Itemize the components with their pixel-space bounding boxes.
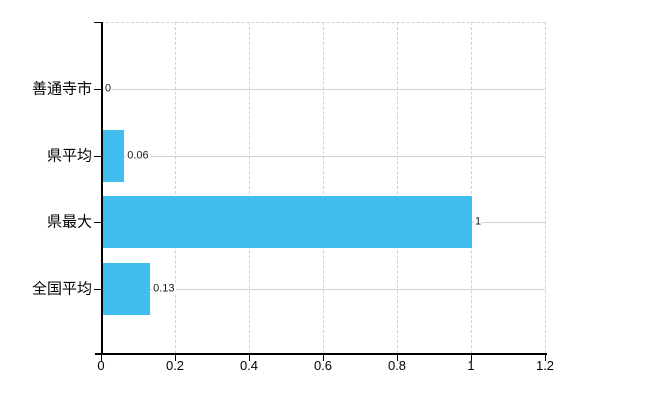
y-axis-tick (94, 89, 101, 90)
bar-県最大 (102, 196, 472, 248)
y-axis-end-tick (94, 22, 101, 23)
vertical-gridline (323, 22, 324, 353)
vertical-gridline (249, 22, 250, 353)
vertical-gridline (471, 22, 472, 353)
value-label: 0 (104, 82, 113, 96)
x-axis-line (95, 353, 547, 355)
vertical-gridline (175, 22, 176, 353)
horizontal-gridline (102, 89, 545, 90)
value-label: 1 (474, 215, 483, 229)
category-label: 県最大 (46, 213, 92, 231)
value-label: 0.13 (152, 281, 176, 296)
x-axis-tick (545, 354, 546, 361)
x-axis-tick (471, 354, 472, 361)
x-axis-tick-label: 1 (467, 358, 475, 373)
x-axis-tick (101, 354, 102, 361)
category-label: 県平均 (46, 147, 92, 164)
y-axis-tick (94, 222, 101, 223)
x-axis-tick-label: 0.6 (313, 358, 333, 373)
x-axis-tick-label: 1.2 (535, 358, 555, 373)
plot-right-border (545, 22, 546, 353)
x-axis-tick-label: 0 (97, 358, 105, 373)
category-label: 全国平均 (31, 280, 92, 297)
x-axis-tick-label: 0.4 (239, 358, 259, 373)
y-axis-tick (94, 288, 101, 290)
x-axis-tick (175, 354, 176, 361)
x-axis-tick (249, 354, 250, 361)
vertical-gridline (397, 22, 398, 353)
value-label: 0.06 (126, 148, 150, 163)
x-axis-tick-label: 0.8 (387, 358, 407, 373)
x-axis-tick (323, 354, 324, 361)
y-axis-tick (94, 155, 101, 157)
horizontal-gridline (102, 288, 545, 290)
horizontal-gridline (102, 155, 545, 157)
y-axis-line (101, 22, 103, 353)
bar-県平均 (102, 129, 125, 182)
x-axis-tick (397, 354, 398, 361)
x-axis-tick-label: 0.2 (165, 358, 185, 373)
bar-全国平均 (102, 262, 151, 315)
category-label: 善通寺市 (31, 80, 92, 98)
